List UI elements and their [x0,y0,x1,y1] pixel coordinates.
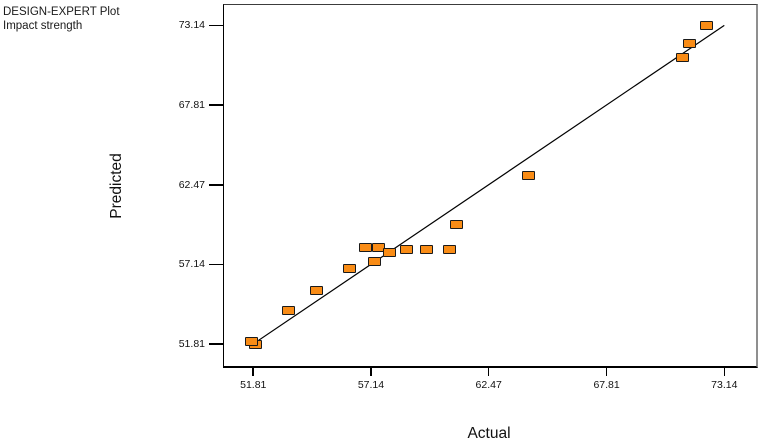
plot-area [223,4,758,368]
y-axis-tick [209,343,223,345]
data-point [521,171,535,181]
x-axis-tick-label: 57.14 [357,379,385,391]
identity-line-layer [252,24,725,345]
y-axis-tick-label: 67.81 [178,98,205,111]
data-point [683,39,697,49]
x-axis-tick [370,367,372,376]
x-axis-tick [723,367,726,376]
data-point [367,256,381,266]
y-axis-tick [209,24,223,27]
data-point [443,244,457,254]
data-point [700,21,714,31]
data-point [343,263,357,273]
x-axis-tick-label: 67.81 [593,379,620,391]
x-axis-tick [487,367,490,376]
data-point [450,219,464,229]
x-axis-tick [605,367,608,376]
data-point [282,306,296,316]
data-point [400,244,414,254]
x-axis-tick [252,367,255,376]
y-axis-tick-label: 73.14 [178,19,205,32]
plot-header: DESIGN-EXPERT Plot Impact strength [3,5,120,33]
identity-line [252,24,725,345]
y-axis-tick [209,263,223,266]
software-label: DESIGN-EXPERT Plot [3,6,120,18]
y-axis-tick [209,104,223,106]
y-axis-title: Predicted [108,153,125,219]
data-point [310,285,324,295]
y-axis-tick-label: 51.81 [178,337,205,350]
data-point [245,337,259,347]
x-axis-tick-label: 51.81 [240,379,267,391]
data-point [420,244,434,254]
x-axis-tick-label: 62.47 [475,379,502,391]
y-axis-tick-label: 62.47 [178,178,205,191]
y-axis-tick [209,183,223,186]
data-point [383,247,397,257]
data-point [358,243,372,253]
x-axis-tick-label: 73.14 [711,379,738,391]
y-axis-tick-label: 57.14 [178,258,205,271]
response-name-label: Impact strength [3,20,83,32]
x-axis-title: Actual [467,425,511,442]
data-point [675,52,689,62]
